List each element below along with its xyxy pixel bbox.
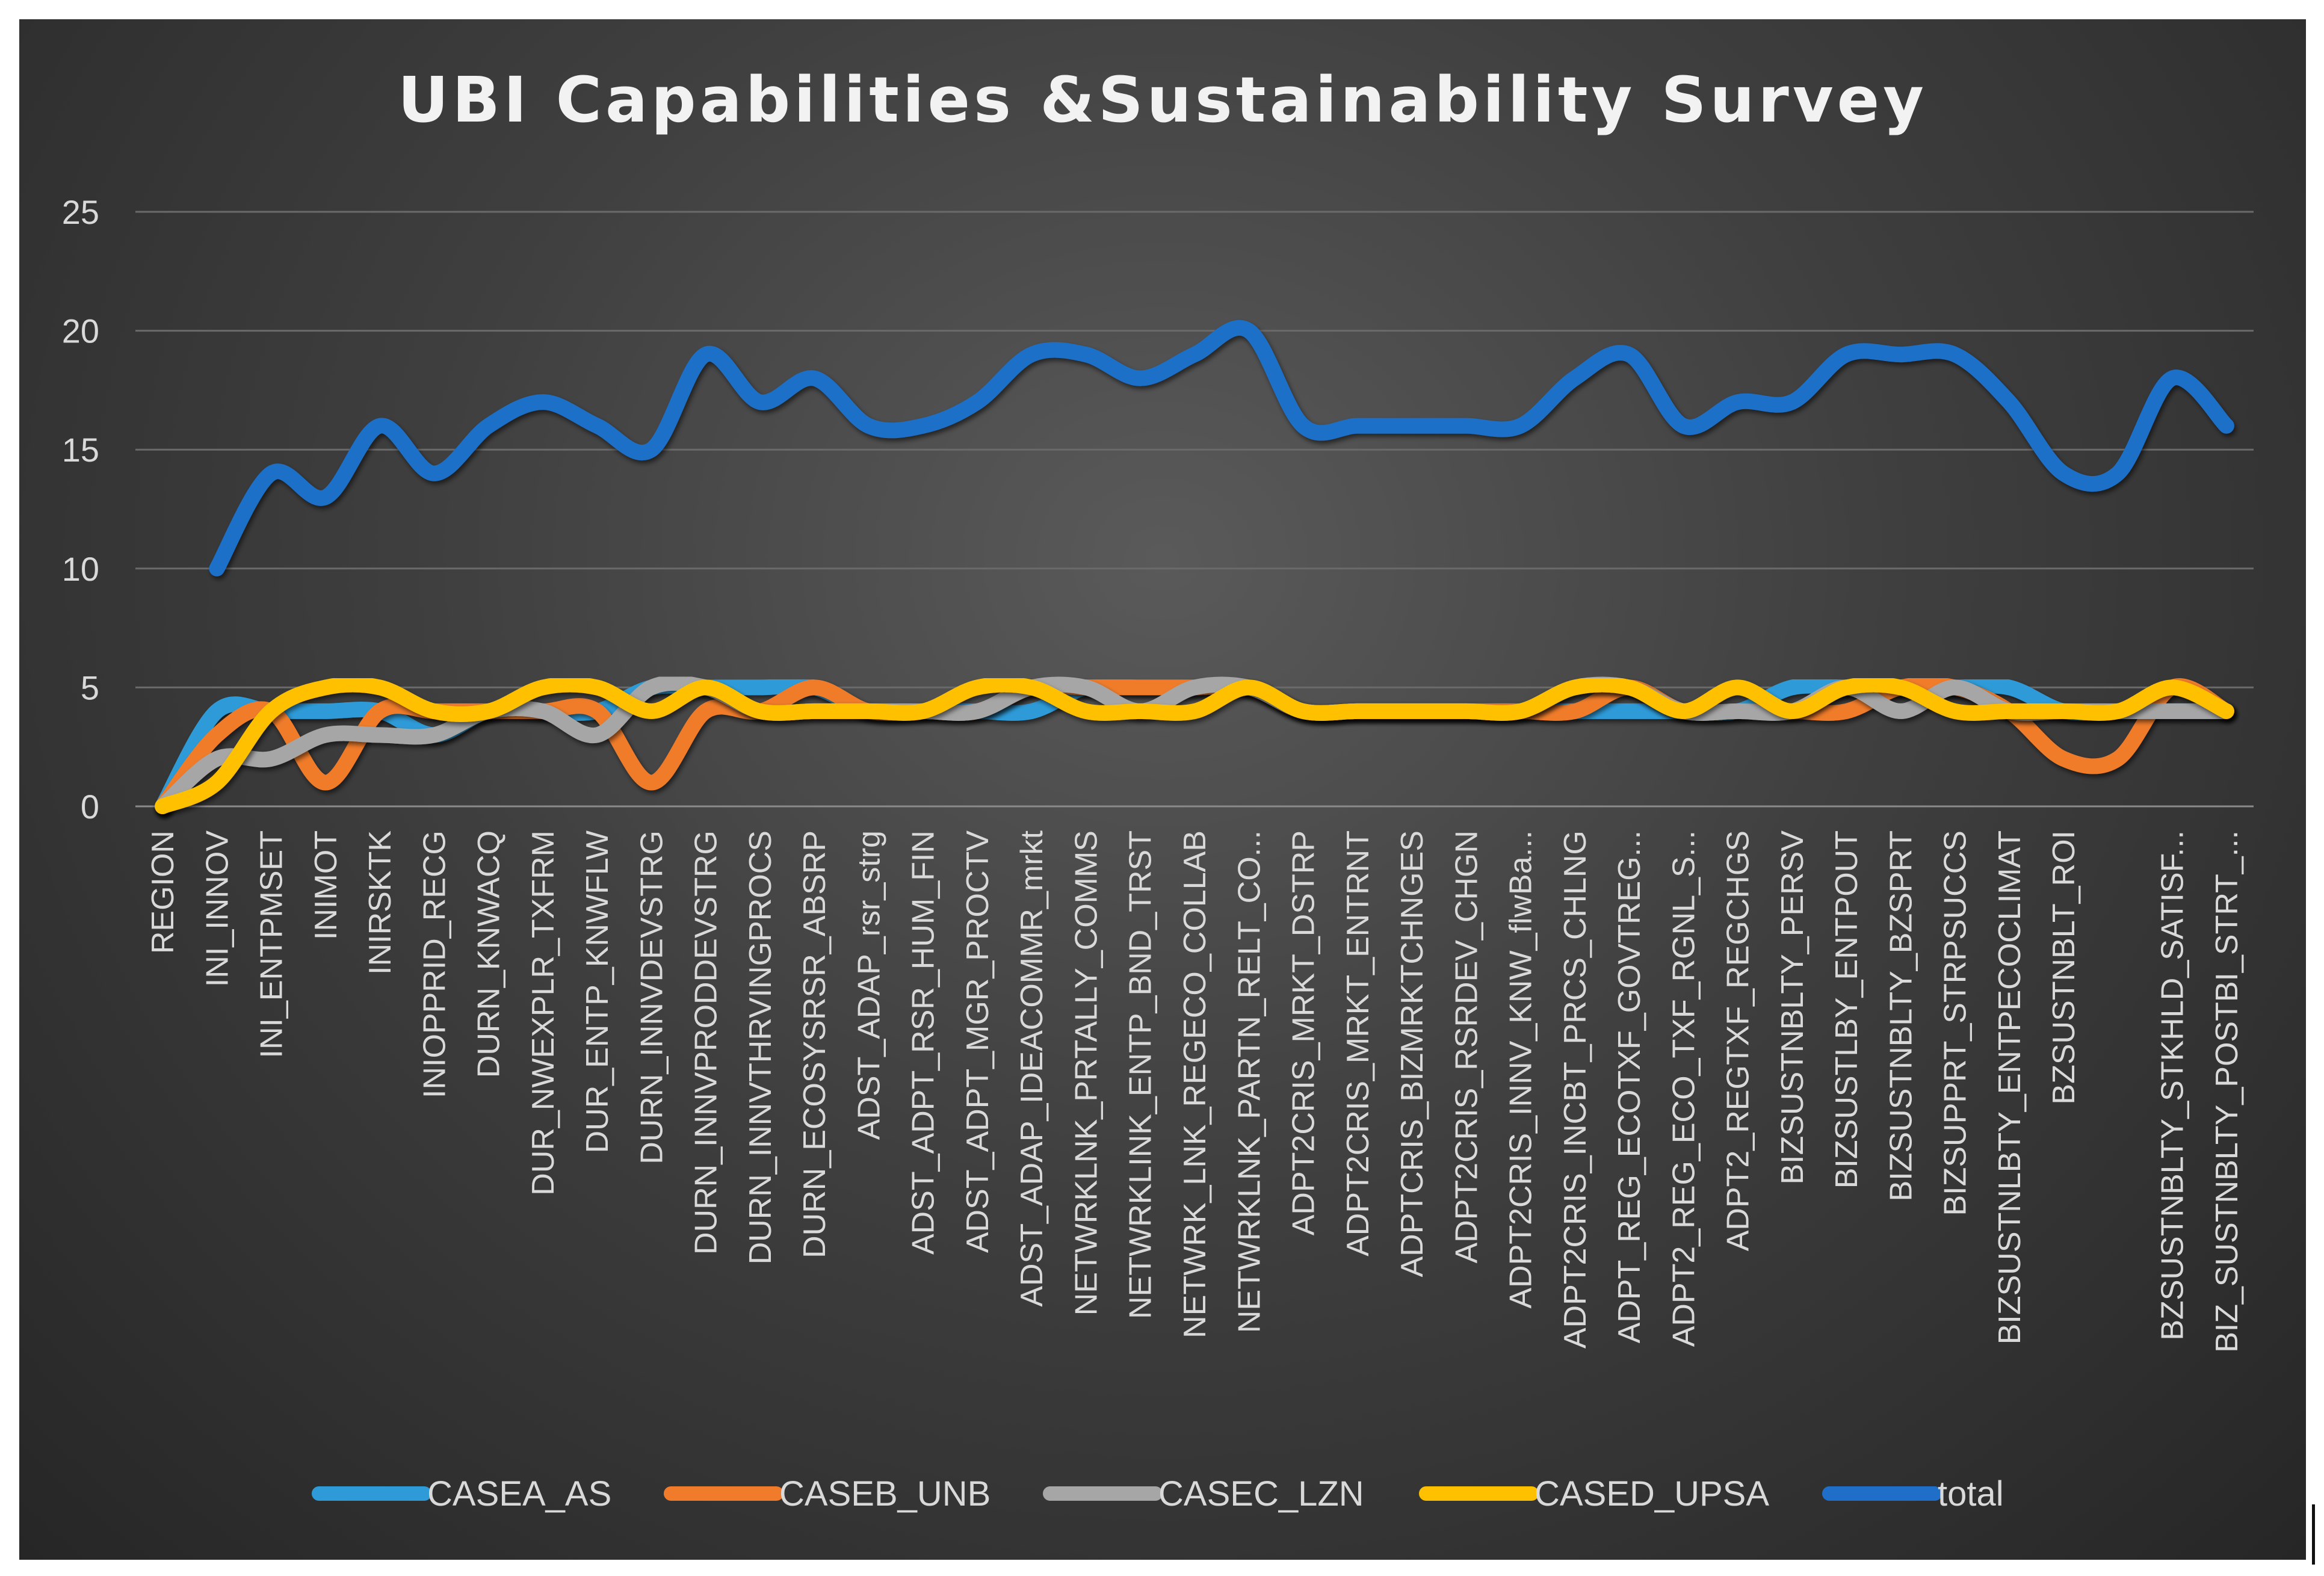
x-tick-label: BZSUSTNBLTY_STKHLD_SATISF... — [2156, 830, 2190, 1341]
x-tick-label: INIMOT — [309, 830, 344, 940]
x-tick-label: ADPT2CRIS_INNV_KNW_flwBa... — [1504, 830, 1539, 1309]
x-tick-label: DUR_NWEXPLR_TXFRM — [526, 830, 561, 1196]
legend-label: total — [1938, 1474, 2004, 1513]
legend: CASEA_AS CASEB_UNB CASEC_LZN CASED_UPSA tota… — [312, 1474, 2004, 1513]
x-tick-label: BZSUSTNBLT_ROI — [2047, 830, 2081, 1105]
legend-label: CASEA_AS — [427, 1474, 611, 1513]
x-tick-label: ADPT2CRIS_MRKT_DSTRP — [1287, 830, 1321, 1235]
series-line — [155, 676, 2234, 814]
x-tick-label: INIRSKTK — [363, 830, 398, 975]
series-CASED_UPSA — [155, 676, 2234, 814]
legend-label: CASEC_LZN — [1158, 1474, 1364, 1513]
edge-marker — [2312, 1504, 2315, 1565]
series-line — [209, 320, 2234, 576]
x-tick-label: ADST_ADAP_IDEACOMMR_mrkt — [1015, 830, 1049, 1306]
legend-item: CASED_UPSA — [1419, 1474, 1769, 1513]
x-tick-label: DURN_INNVDEVSTRG — [634, 830, 669, 1164]
y-tick-label: 5 — [81, 669, 99, 706]
legend-label: CASED_UPSA — [1534, 1474, 1769, 1513]
x-tick-label: ADPT2_REGTXF_REGCHGS — [1721, 830, 1756, 1251]
x-tick-label: NETWRKLNK_PARTN_RELT_CO... — [1232, 830, 1267, 1333]
x-tick-label: NETWRK_LNK_REGECO_COLLAB — [1178, 830, 1213, 1338]
chart-panel — [19, 19, 2306, 1560]
series-total — [209, 320, 2234, 576]
x-tick-label: BIZSUSTNBLTY_BZSPRT — [1884, 830, 1918, 1201]
x-tick-label: INI_INNOV — [200, 830, 235, 987]
x-tick-label: DURN_INNVTHRVINGPROCS — [743, 830, 778, 1264]
x-tick-label: ADPT2CRIS_RSRDEV_CHGN — [1449, 830, 1484, 1264]
x-tick-label: INIOPPRID_RECG — [417, 830, 452, 1098]
x-tick-label: ADPT_REG_ECOTXF_GOVTREG... — [1612, 830, 1647, 1343]
x-tick-label: BIZ_SUSTNBLTY_POSTBI_STRT_... — [2210, 830, 2245, 1353]
x-tick-label: ADST_ADPT_MGR_PROCTV — [960, 830, 995, 1253]
legend-label: CASEB_UNB — [779, 1474, 990, 1513]
x-tick-label: DUR_ENTP_KNWFLW — [580, 830, 615, 1153]
y-tick-label: 10 — [62, 550, 99, 588]
x-tick-label: NETWRKLNK_PRTALLY_COMMS — [1069, 830, 1104, 1315]
x-tick-label: BIZSUSTNBLTY_PERSV — [1775, 830, 1810, 1185]
y-tick-label: 20 — [62, 312, 99, 350]
x-tick-label: ADPTCRIS_BIZMRKTCHNGES — [1395, 830, 1430, 1278]
legend-item: CASEB_UNB — [664, 1474, 990, 1513]
legend-item: CASEA_AS — [312, 1474, 611, 1513]
x-tick-label: DURN_KNWACQ — [472, 830, 507, 1078]
x-tick-label: BIZSUSTLBY_ENTPOUT — [1829, 830, 1864, 1188]
x-tick-label: ADST_ADPT_RSR_HUM_FIN — [906, 830, 941, 1255]
series-lines — [155, 320, 2234, 814]
x-tick-label: DURN_ECOSYSRSR_ABSRP — [797, 830, 832, 1258]
x-tick-label: ADPT2CRIS_INCBT_PRCS_CHLNG — [1558, 830, 1593, 1349]
x-axis: REGION INI_INNOV INI_ENTPMSET INIMOT INIRSKT… — [146, 830, 2245, 1352]
y-tick-label: 25 — [62, 193, 99, 231]
y-tick-label: 15 — [62, 431, 99, 469]
x-tick-label: BIZSUSTNLBTY_ENTPECOCLIMAT — [1992, 830, 2027, 1344]
legend-item: total — [1822, 1474, 2004, 1513]
x-tick-label: DURN_INNVPRODDEVSTRG — [689, 830, 724, 1255]
x-tick-label: REGION — [146, 830, 181, 954]
y-axis: 0 5 10 15 20 25 — [62, 193, 99, 826]
x-tick-label: INI_ENTPMSET — [255, 830, 289, 1058]
x-tick-label: ADST_ADAP_rsr_strg — [851, 830, 886, 1140]
legend-item: CASEC_LZN — [1043, 1474, 1364, 1513]
gridlines — [135, 211, 2254, 808]
x-tick-label: NETWRKLINK_ENTP_BND_TRST — [1123, 830, 1158, 1319]
x-tick-label: ADPT2CRIS_MRKT_ENTRNT — [1341, 830, 1376, 1256]
chart-title: UBI Capabilities &Sustainability Survey — [398, 63, 1927, 137]
x-tick-label: BIZSUPPRT_STRPSUCCS — [1938, 830, 1973, 1216]
x-tick-label: ADPT2_REG_ECO_TXF_RGNL_S... — [1666, 830, 1701, 1347]
y-tick-label: 0 — [81, 788, 99, 826]
